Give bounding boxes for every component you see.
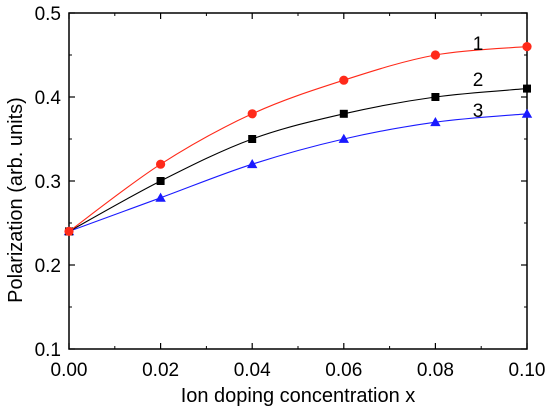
series-2-point [523,84,531,93]
series-1-point [339,75,349,85]
x-tick-label: 0.04 [234,360,271,381]
x-tick-label: 0.08 [417,360,454,381]
series-1-point [156,159,166,169]
series-2-point [431,93,440,101]
x-tick-label: 0.06 [325,360,362,381]
series-2-label: 2 [473,70,484,91]
series-3-point [247,159,258,169]
series-2-point [339,109,348,118]
series-3-label: 3 [473,101,484,122]
series-3-point [338,133,349,143]
x-axis-label: Ion doping concentration x [181,385,416,407]
plot-area: 0.00 0.02 0.04 0.06 0.08 0.10 0.1 0.2 0.3 0.4 0.5 1… [35,4,546,381]
series-1-label: 1 [473,34,484,55]
y-tick-label: 0.5 [35,4,61,25]
series-1-point [522,42,532,52]
series-2-point [156,177,165,185]
x-tick-label: 0.10 [509,360,546,381]
series-1-line [68,46,528,232]
series-3-point [430,117,441,127]
x-tick-label: 0.00 [51,360,88,381]
series-3-point [155,192,166,202]
series-1-point [64,226,74,236]
x-tick-label: 0.02 [142,360,179,381]
series-2-point [248,135,257,143]
y-tick-label: 0.1 [35,340,61,361]
series-3-point [521,108,533,118]
series-3-line [68,113,528,232]
y-axis-label: Polarization (arb. units) [5,97,27,303]
y-tick-label: 0.2 [35,256,61,277]
series-2-line [68,88,528,232]
series-1-point [247,109,257,119]
y-tick-label: 0.3 [35,172,61,193]
series-1-point [430,50,440,60]
y-tick-label: 0.4 [35,88,62,109]
plot-frame [68,12,528,350]
